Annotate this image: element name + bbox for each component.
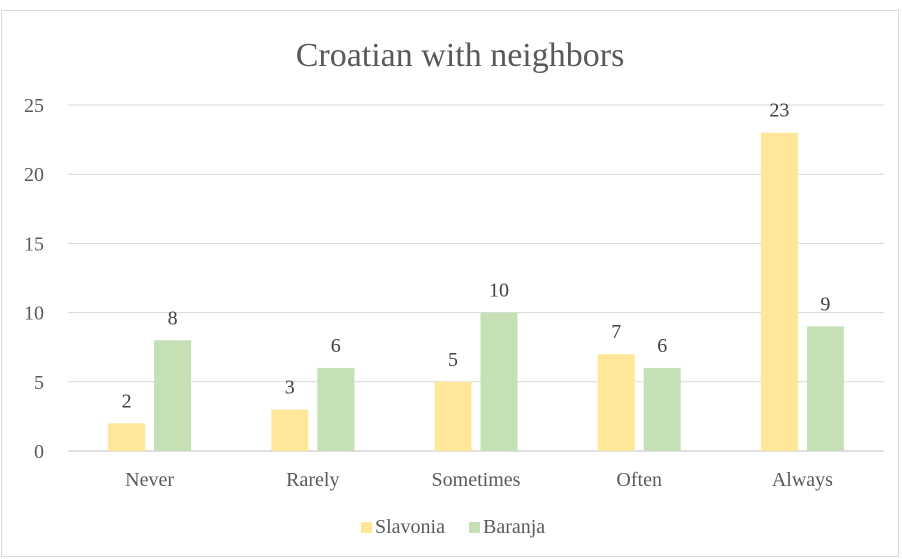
- y-tick-label: 0: [34, 441, 44, 463]
- bar-baranja: [154, 340, 192, 451]
- bar-baranja: [480, 312, 518, 451]
- legend-swatch-slavonia: [361, 522, 372, 533]
- data-label: 2: [122, 390, 132, 412]
- x-tick-label: Sometimes: [432, 469, 521, 491]
- y-tick-label: 20: [24, 164, 44, 186]
- data-label: 9: [820, 293, 830, 315]
- x-axis-ticks: Never Rarely Sometimes Often Always: [125, 469, 833, 491]
- legend-label-slavonia: Slavonia: [375, 516, 445, 538]
- bar-slavonia: [108, 423, 146, 451]
- x-tick-label: Rarely: [286, 469, 339, 491]
- legend-swatch-baranja: [469, 522, 480, 533]
- y-tick-label: 25: [24, 95, 44, 117]
- bar-slavonia: [597, 354, 635, 451]
- data-label: 23: [769, 100, 789, 122]
- x-tick-label: Often: [616, 469, 662, 491]
- y-tick-label: 15: [24, 233, 44, 255]
- gridlines: [68, 104, 884, 452]
- bar-baranja: [806, 326, 844, 451]
- bar-slavonia: [434, 381, 472, 451]
- bar-baranja: [643, 367, 681, 451]
- bars: [108, 132, 844, 451]
- data-label: 3: [285, 376, 295, 398]
- bar-slavonia: [760, 132, 798, 451]
- chart-frame: [1, 10, 899, 557]
- data-label: 6: [331, 335, 341, 357]
- data-label: 7: [611, 321, 621, 343]
- data-labels: 2 8 3 6 5 10 7 6 23 9: [122, 100, 831, 413]
- data-label: 10: [489, 280, 509, 302]
- data-label: 8: [168, 307, 178, 329]
- y-tick-label: 5: [34, 372, 44, 394]
- bar-baranja: [317, 367, 355, 451]
- bar-slavonia: [271, 409, 309, 451]
- chart-title: Croatian with neighbors: [296, 37, 625, 74]
- x-tick-label: Always: [772, 469, 833, 491]
- y-axis-ticks: 0 5 10 15 20 25: [24, 95, 44, 463]
- data-label: 6: [657, 335, 667, 357]
- legend: Slavonia Baranja: [361, 516, 545, 538]
- data-label: 5: [448, 349, 458, 371]
- legend-label-baranja: Baranja: [483, 516, 545, 538]
- y-tick-label: 10: [24, 303, 44, 325]
- x-tick-label: Never: [125, 469, 174, 491]
